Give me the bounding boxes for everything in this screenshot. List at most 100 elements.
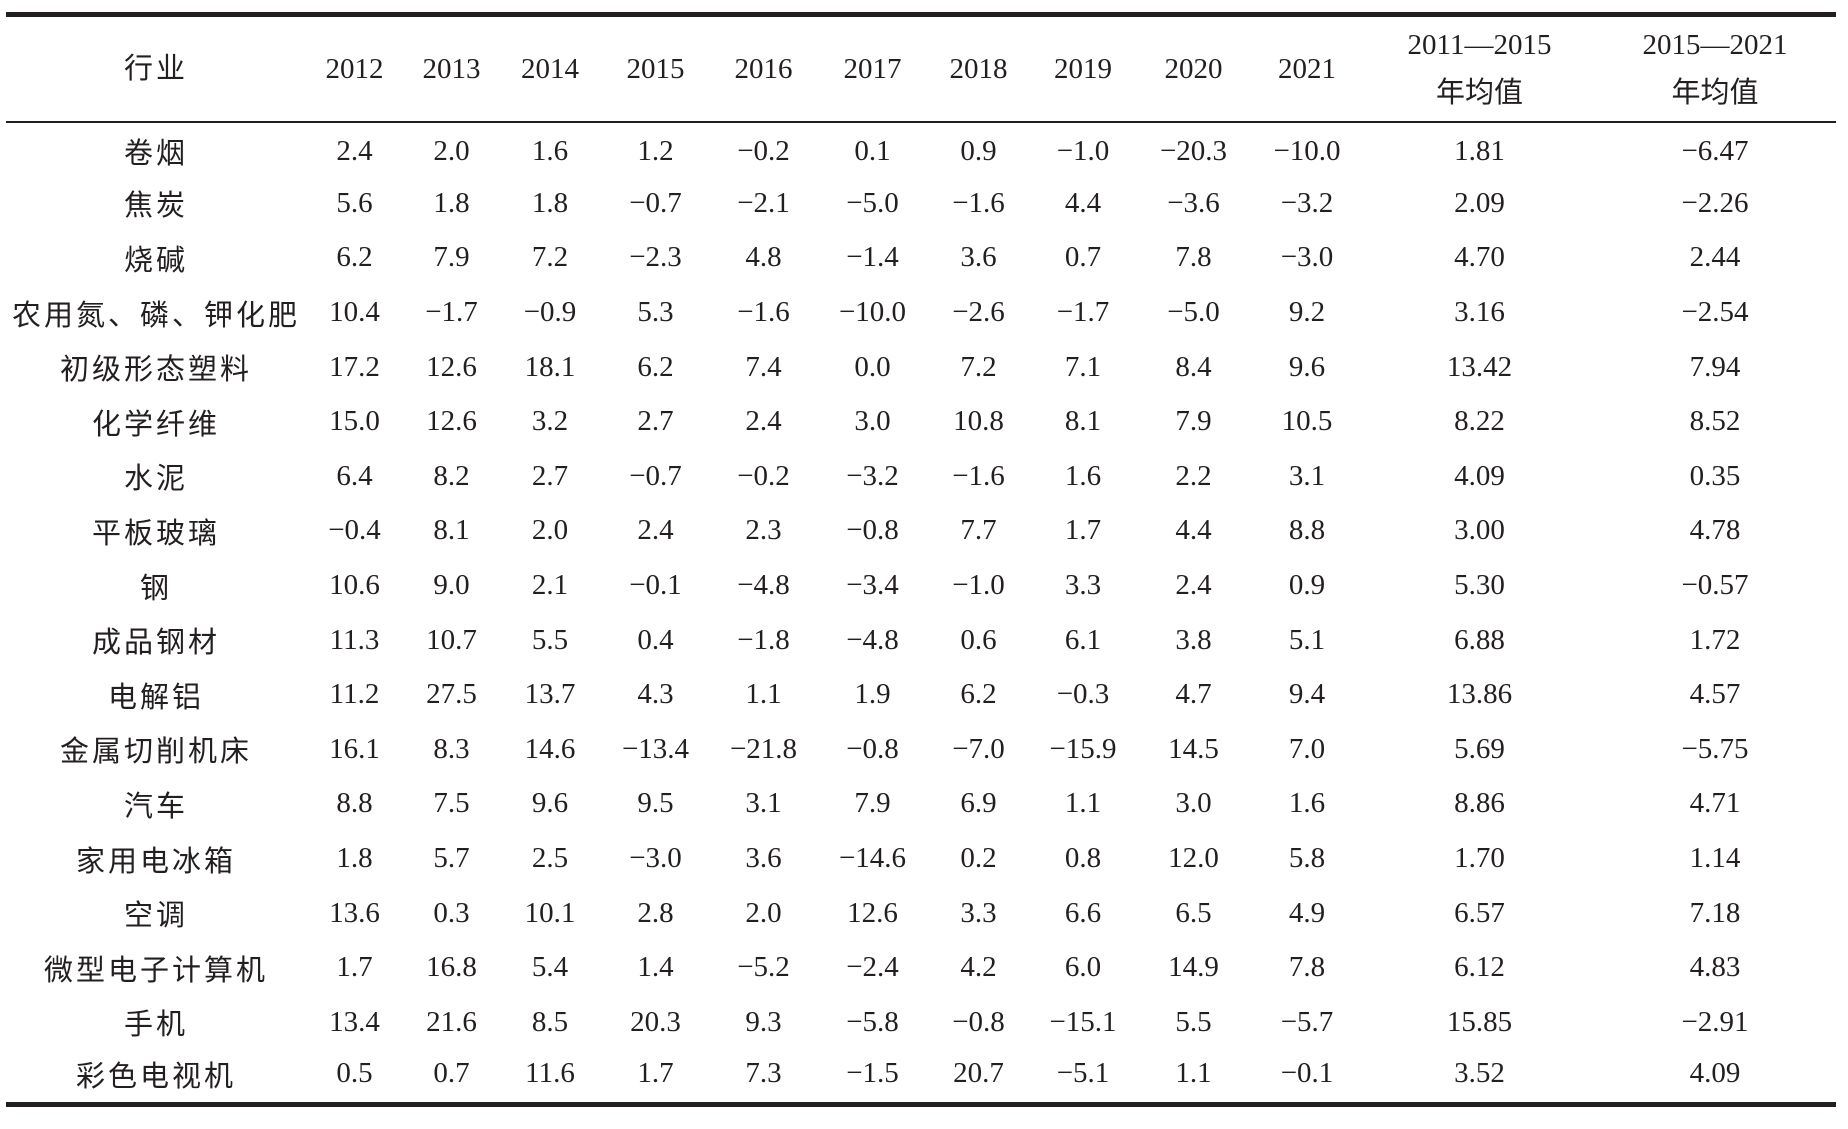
year-value-cell: 4.2: [960, 951, 997, 984]
industry-name-cell: 空调: [123, 900, 188, 933]
year-value-cell: −3.2: [1280, 186, 1334, 219]
year-value-cell: 10.5: [1281, 405, 1333, 438]
table-row: 钢 10.6 9.0 2.1 −0.1 −4.8 −3.4 −1.0 3.3 2.4 0.9 5.30…: [6, 558, 1836, 613]
year-value-cell: −1.6: [952, 186, 1005, 219]
avg-2011-2015-cell: 13.42: [1446, 350, 1513, 383]
year-value-cell: 20.7: [953, 1057, 1004, 1090]
year-value-cell: −3.6: [1167, 186, 1220, 219]
year-value-cell: 9.2: [1288, 296, 1326, 329]
header-avg-2015-2021-label: 年均值: [1671, 76, 1759, 109]
year-value-cell: −20.3: [1159, 134, 1228, 167]
avg-2015-2021-cell: −2.91: [1681, 1005, 1749, 1038]
year-value-cell: 9.3: [745, 1005, 782, 1038]
year-value-cell: 11.6: [525, 1057, 575, 1090]
avg-2011-2015-cell: 6.57: [1454, 896, 1505, 929]
table-row: 卷烟 2.4 2.0 1.6 1.2 −0.2 0.1 0.9 −1.0 −20.3 −10.0 1.…: [6, 122, 1836, 177]
year-value-cell: 3.6: [745, 842, 782, 875]
avg-2011-2015-cell: 6.12: [1454, 951, 1505, 984]
year-value-cell: −0.1: [1280, 1057, 1334, 1090]
year-value-cell: 5.7: [433, 842, 470, 875]
year-value-cell: 1.8: [531, 186, 569, 219]
table-row: 平板玻璃 −0.4 8.1 2.0 2.4 2.3 −0.8 7.7 1.7 4.4 8.8 3.00…: [6, 504, 1836, 559]
table-row: 汽车 8.8 7.5 9.6 9.5 3.1 7.9 6.9 1.1 3.0 1.6 8.86 4.71: [6, 777, 1836, 832]
year-value-cell: 1.8: [336, 842, 373, 875]
year-value-cell: 6.2: [637, 350, 674, 383]
year-value-cell: 13.4: [329, 1005, 380, 1038]
year-value-cell: 7.7: [960, 514, 997, 547]
avg-2015-2021-cell: 4.83: [1689, 951, 1741, 984]
avg-2015-2021-cell: 4.71: [1689, 787, 1741, 820]
avg-2011-2015-cell: 3.52: [1454, 1057, 1505, 1090]
year-value-cell: −3.4: [846, 569, 899, 602]
industry-name-cell: 平板玻璃: [91, 517, 220, 550]
header-year: 2018: [929, 14, 1028, 123]
industry-growth-table: 行业 2012 2013 2014 2015 2016 2017 2018 20…: [6, 12, 1836, 1107]
year-value-cell: 2.0: [433, 134, 470, 167]
year-value-cell: 12.0: [1168, 842, 1219, 875]
year-value-cell: 5.5: [531, 623, 569, 656]
year-value-cell: 9.0: [433, 569, 470, 602]
year-value-cell: 1.1: [1175, 1057, 1212, 1090]
year-value-cell: 8.4: [1175, 350, 1212, 383]
year-value-cell: −14.6: [838, 842, 907, 875]
year-value-cell: 12.6: [847, 896, 898, 929]
year-value-cell: 0.8: [1064, 842, 1102, 875]
year-value-cell: 1.6: [531, 134, 569, 167]
table-row: 彩色电视机 0.5 0.7 11.6 1.7 7.3 −1.5 20.7 −5.1 1.1 −0.1…: [6, 1050, 1836, 1105]
year-value-cell: −2.1: [737, 186, 790, 219]
year-value-cell: 17.2: [329, 350, 380, 383]
year-value-cell: 3.8: [1175, 623, 1212, 656]
year-value-cell: 11.3: [329, 623, 380, 656]
header-year: 2012: [306, 14, 403, 123]
year-value-cell: 7.1: [1064, 350, 1102, 383]
industry-name-cell: 彩色电视机: [75, 1060, 236, 1093]
year-value-cell: −1.6: [952, 459, 1005, 492]
industry-name-cell: 电解铝: [107, 681, 204, 714]
year-value-cell: 6.4: [336, 459, 373, 492]
year-value-cell: 0.2: [960, 842, 997, 875]
header-avg-2011-2015: 2011—2015 年均值: [1365, 14, 1594, 123]
year-value-cell: 1.2: [637, 134, 674, 167]
table-row: 焦炭 5.6 1.8 1.8 −0.7 −2.1 −5.0 −1.6 4.4 −3.6 −3.2 2.…: [6, 176, 1836, 231]
year-value-cell: 16.1: [329, 732, 380, 765]
year-value-cell: 8.1: [1064, 405, 1102, 438]
avg-2011-2015-cell: 5.30: [1454, 569, 1505, 602]
year-value-cell: 7.9: [433, 241, 470, 274]
avg-2011-2015-cell: 6.88: [1454, 623, 1505, 656]
table-row: 初级形态塑料 17.2 12.6 18.1 6.2 7.4 0.0 7.2 7.1 8.4 9.6 1…: [6, 340, 1836, 395]
year-value-cell: −5.7: [1280, 1005, 1334, 1038]
avg-2011-2015-cell: 4.70: [1454, 241, 1505, 274]
year-value-cell: 2.7: [531, 459, 569, 492]
year-value-cell: 5.4: [531, 951, 569, 984]
industry-name-cell: 手机: [123, 1009, 188, 1042]
avg-2011-2015-cell: 3.16: [1454, 296, 1505, 329]
table-row: 手机 13.4 21.6 8.5 20.3 9.3 −5.8 −0.8 −15.1 5.5 −5.7…: [6, 995, 1836, 1050]
avg-2011-2015-cell: 3.00: [1454, 514, 1505, 547]
year-value-cell: 4.4: [1064, 186, 1102, 219]
year-value-cell: 1.4: [637, 951, 674, 984]
header-avg-2015-2021: 2015—2021 年均值: [1594, 14, 1836, 123]
year-value-cell: 2.1: [531, 569, 569, 602]
year-value-cell: 2.4: [336, 134, 373, 167]
year-value-cell: 14.5: [1168, 732, 1219, 765]
year-value-cell: 0.1: [854, 134, 891, 167]
year-value-cell: 1.7: [637, 1057, 674, 1090]
year-value-cell: 7.8: [1175, 241, 1212, 274]
year-value-cell: 5.6: [336, 186, 373, 219]
avg-2011-2015-cell: 1.70: [1454, 842, 1505, 875]
year-value-cell: 5.1: [1288, 623, 1326, 656]
year-value-cell: 9.5: [637, 787, 674, 820]
year-value-cell: 13.6: [329, 896, 380, 929]
header-year: 2015: [600, 14, 711, 123]
industry-name-cell: 水泥: [123, 463, 188, 496]
year-value-cell: −1.7: [425, 296, 478, 329]
year-value-cell: −2.4: [846, 951, 899, 984]
header-year: 2013: [403, 14, 500, 123]
year-value-cell: 3.6: [960, 241, 997, 274]
year-value-cell: 0.6: [960, 623, 997, 656]
avg-2015-2021-cell: 4.57: [1689, 678, 1741, 711]
year-value-cell: 8.5: [531, 1005, 569, 1038]
year-value-cell: 3.3: [1064, 569, 1102, 602]
table-row: 农用氮、磷、钾化肥 10.4 −1.7 −0.9 5.3 −1.6 −10.0 −2.6 −1.…: [6, 285, 1836, 340]
year-value-cell: 1.6: [1288, 787, 1326, 820]
